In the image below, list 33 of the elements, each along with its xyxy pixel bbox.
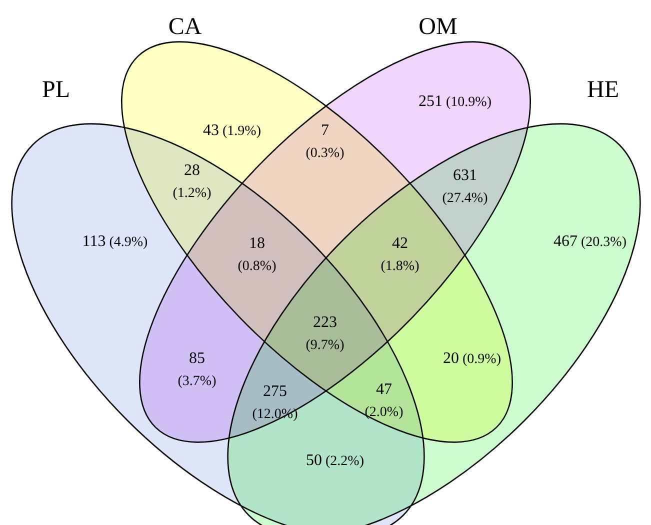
data-label: (3.7%)	[178, 374, 217, 389]
data-label: (0.3%)	[306, 146, 345, 161]
data-label: (1.2%)	[172, 186, 212, 201]
category-label: 223	[313, 314, 337, 331]
data-label: (10.9%)	[442, 95, 492, 110]
text: CA	[168, 14, 202, 40]
category-label: 631	[453, 167, 477, 184]
category-label: 47	[376, 381, 392, 398]
text: PL	[42, 77, 70, 103]
category-label: 467	[554, 233, 578, 250]
text: HE	[587, 77, 619, 103]
data-label: (20.3%)	[578, 235, 627, 250]
data-label: (27.4%)	[442, 191, 488, 206]
category-label: 85	[189, 350, 205, 367]
category-label: 251	[418, 93, 442, 110]
category-label: 113	[82, 233, 106, 250]
data-label: (2.0%)	[364, 405, 404, 420]
category-label: 7	[321, 122, 329, 139]
category-label: 50	[306, 452, 322, 469]
data-label: (9.7%)	[306, 338, 345, 353]
category-label: 28	[184, 162, 200, 179]
data-label: (0.9%)	[459, 352, 502, 367]
category-label: 20	[443, 350, 459, 367]
data-label: (4.9%)	[106, 235, 148, 250]
category-label: 42	[392, 235, 408, 252]
category-label: 275	[263, 383, 287, 400]
data-label: (1.9%)	[219, 124, 262, 139]
data-label: (0.8%)	[238, 259, 277, 274]
category-label: 18	[249, 235, 265, 252]
category-label: 43	[203, 122, 219, 139]
data-label: (2.2%)	[322, 454, 364, 469]
text: OM	[418, 14, 458, 40]
data-label: (1.8%)	[380, 259, 420, 274]
